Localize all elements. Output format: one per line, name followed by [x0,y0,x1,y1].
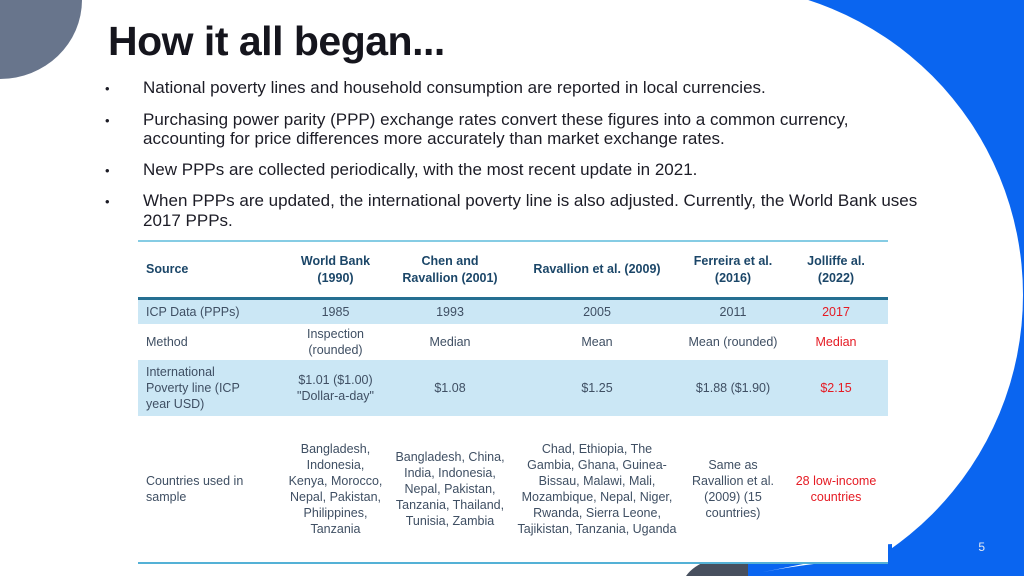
bullet-list: • National poverty lines and household c… [105,78,920,241]
column-header-source: Source [138,242,283,300]
column-header-ferreira-2016: Ferreira et al. (2016) [682,242,784,300]
table-cell: $1.88 ($1.90) [695,381,771,395]
table-cell: Median [429,335,471,349]
table-row-method: Method Inspection (rounded) Median Mean … [138,324,888,360]
bullet-item: • When PPPs are updated, the internation… [105,191,920,230]
table-cell: Chad, Ethiopia, The Gambia, Ghana, Guine… [517,442,677,536]
table-row-icp-data: ICP Data (PPPs) 1985 1993 2005 2011 2017 [138,298,888,324]
row-label-text: International Poverty line (ICP year USD… [146,365,240,411]
bullet-icon: • [105,162,110,178]
row-label-text: Countries used in sample [146,474,244,504]
bullet-text: New PPPs are collected periodically, wit… [143,159,698,179]
bullet-text: Purchasing power parity (PPP) exchange r… [143,109,849,149]
top-left-corner-blob [0,0,82,79]
table-row-countries-in-sample: Countries used in sample Bangladesh, Ind… [138,416,888,563]
column-header-ravallion-2009: Ravallion et al. (2009) [512,242,682,300]
bullet-item: • National poverty lines and household c… [105,78,920,99]
table-cell: 1993 [436,305,464,319]
table-cell: Inspection (rounded) [307,327,364,357]
row-label: International Poverty line (ICP year USD… [138,360,283,416]
table-cell: 2005 [583,305,611,319]
table-cell: $1.25 [581,381,613,395]
table-cell-highlighted: 2017 [822,305,850,319]
table-cell-highlighted: 28 low-income countries [795,474,877,504]
bullet-item: • Purchasing power parity (PPP) exchange… [105,110,920,149]
slide-title: How it all began... [108,18,445,64]
row-label: Countries used in sample [138,416,283,563]
bullet-text: When PPPs are updated, the international… [143,191,918,230]
table-cell: 2011 [719,305,747,319]
table-cell-highlighted: Median [815,335,857,349]
table-cell: 1985 [321,305,350,319]
table-cell: Same as Ravallion et al.(2009) (15 count… [692,458,774,520]
row-label: ICP Data (PPPs) [146,305,240,319]
table-row-international-poverty-line: International Poverty line (ICP year USD… [138,360,888,416]
poverty-line-comparison-table: Source World Bank (1990) Chen and Ravall… [138,242,888,564]
table-header-row: Source World Bank (1990) Chen and Ravall… [138,242,888,300]
table-cell: Mean [581,335,613,349]
bullet-item: • New PPPs are collected periodically, w… [105,160,920,181]
table-cell: $1.01 ($1.00) "Dollar-a-day" [297,373,374,403]
bullet-icon: • [105,112,110,128]
table-cell: Mean (rounded) [688,335,778,349]
column-header-jolliffe-2022: Jolliffe al. (2022) [784,242,888,300]
table-cell-highlighted: $2.15 [820,381,852,395]
table-cell: Bangladesh, Indonesia, Kenya, Morocco, N… [288,442,383,536]
comparison-table-container: Source World Bank (1990) Chen and Ravall… [138,240,888,564]
bullet-icon: • [105,81,110,96]
row-label: Method [146,335,188,349]
table-cell: $1.08 [434,381,466,395]
bullet-icon: • [105,194,110,209]
column-header-world-bank-1990: World Bank (1990) [283,242,388,300]
table-cell: Bangladesh, China, India, Indonesia, Nep… [395,450,505,528]
page-number: 5 [978,540,985,554]
column-header-chen-ravallion-2001: Chen and Ravallion (2001) [388,242,512,300]
bullet-text: National poverty lines and household con… [143,78,766,97]
